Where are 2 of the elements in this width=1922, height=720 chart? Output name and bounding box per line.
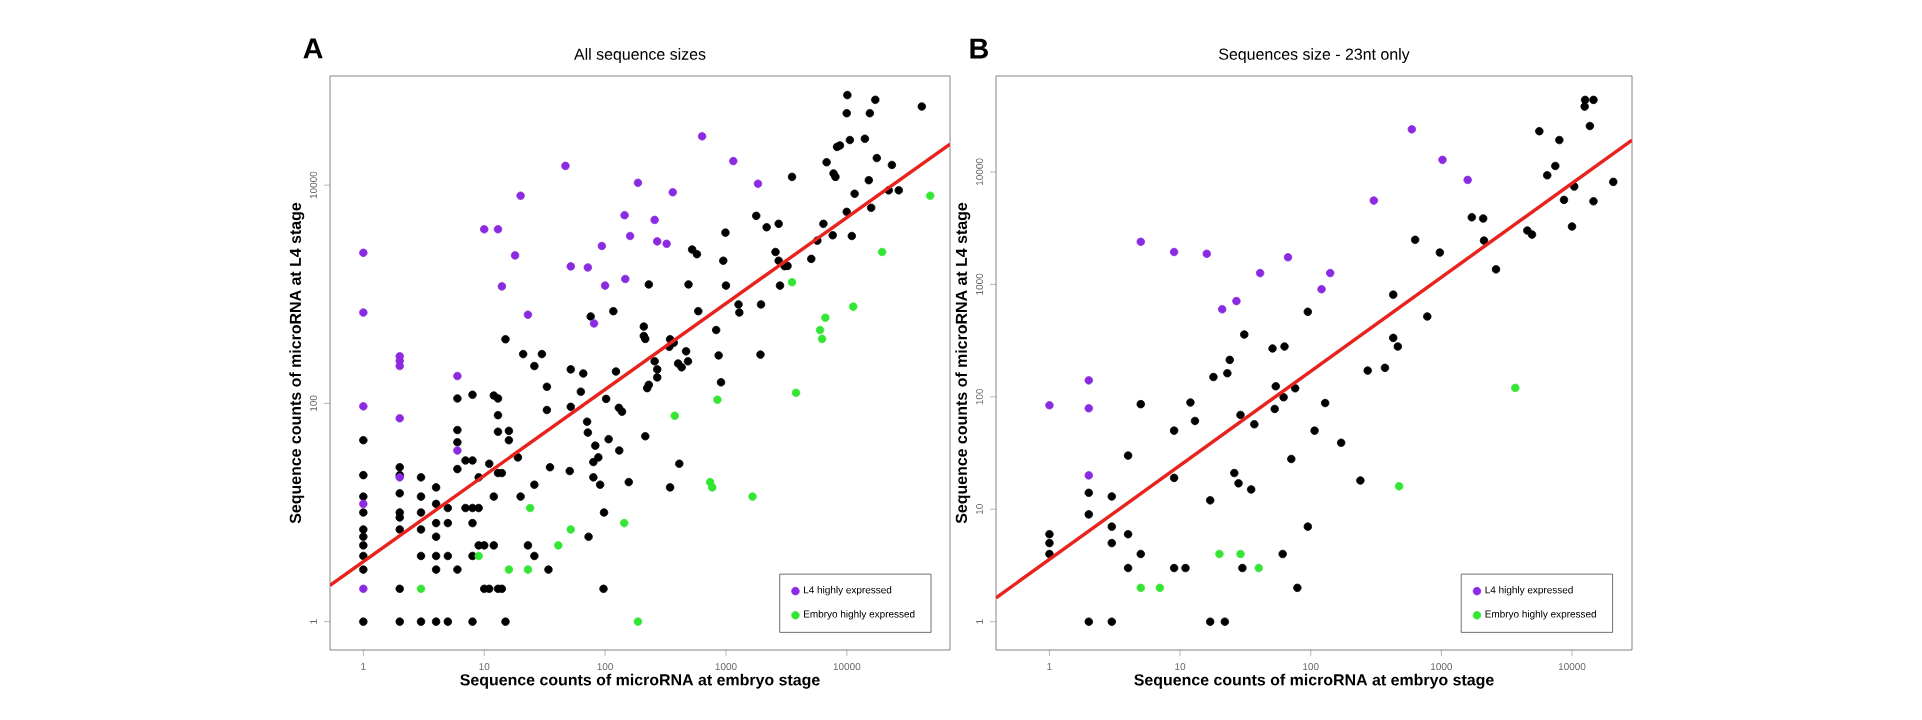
text: A [303, 38, 323, 59]
text: B [970, 38, 988, 59]
